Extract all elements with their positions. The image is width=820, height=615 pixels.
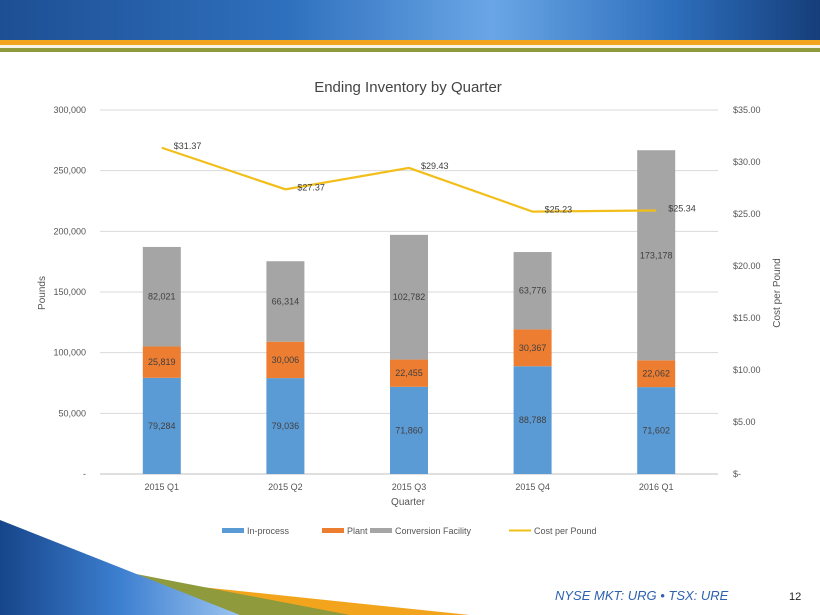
y-axis-ticks: - 50,000 100,000 150,000 200,000 250,000 300,0… [53,105,86,479]
bar-value-label: 63,776 [519,286,547,296]
cost-per-pound-line [161,146,657,213]
ticker-footer: NYSE MKT: URG • TSX: URE [555,588,729,603]
bar-value-label: 173,178 [640,250,673,260]
legend-label: Cost per Pound [534,526,597,536]
bar-value-label: 79,036 [272,421,300,431]
cost-line-series: $31.37 $27.37 $29.43 $25.23 $25.34 [161,141,696,215]
bar-value-label: 102,782 [393,292,426,302]
bar-value-label: 79,284 [148,421,176,431]
bar-segment [142,246,181,347]
bar-segment [390,386,428,474]
legend-label: In-process [247,526,290,536]
bar-value-label: 71,860 [395,425,423,435]
y-axis-label: Pounds [37,276,48,310]
x-tick-label: 2015 Q1 [145,482,180,492]
y2-tick-label: $20.00 [733,261,761,271]
y-tick-label: 150,000 [53,287,86,297]
x-tick-label: 2015 Q3 [392,482,427,492]
y-tick-label: 200,000 [53,226,86,236]
header-stripe-gold [0,40,820,45]
y-tick-label: 50,000 [58,408,86,418]
bar-segment [637,360,676,388]
y-tick-label: - [83,469,86,479]
x-axis-ticks: 2015 Q1 2015 Q2 2015 Q3 2015 Q4 2016 Q1 [145,482,674,492]
header-stripe-light [0,45,820,48]
legend-label: Plant [347,526,368,536]
bar-series [142,150,676,474]
bar-segment [390,234,428,360]
chart-legend: In-process Plant Conversion Facility Cost p… [222,526,597,536]
y2-axis-label: Cost per Pound [772,258,783,328]
x-axis-label: Quarter [391,497,426,508]
bar-segment [637,387,676,474]
y-tick-label: 100,000 [53,348,86,358]
bar-value-label: 66,314 [272,296,300,306]
bar-value-label: 25,819 [148,357,176,367]
line-value-label: $25.34 [668,203,696,213]
page-number: 12 [789,591,802,603]
bar-value-label: 22,062 [642,369,670,379]
bar-segment [513,366,552,474]
x-tick-label: 2016 Q1 [639,482,674,492]
bar-value-label: 30,006 [272,355,300,365]
bar-segment [637,150,676,361]
x-tick-label: 2015 Q4 [515,482,550,492]
y2-tick-label: $35.00 [733,105,761,115]
bar-segment [142,346,181,378]
x-tick-label: 2015 Q2 [268,482,303,492]
y2-tick-label: $10.00 [733,365,761,375]
y2-tick-label: $25.00 [733,209,761,219]
line-value-label: $29.43 [421,161,449,171]
y-tick-label: 300,000 [53,105,86,115]
y2-tick-label: $- [733,469,741,479]
y2-tick-label: $30.00 [733,157,761,167]
line-value-label: $31.37 [174,141,202,151]
bar-segment [266,261,305,342]
bar-segment [266,378,305,474]
y2-tick-label: $15.00 [733,313,761,323]
line-value-label: $25.23 [545,205,573,215]
bar-segment [266,341,305,379]
bar-segment [142,377,181,474]
footer-decoration [0,520,470,615]
legend-swatch [370,528,392,533]
bar-value-label: 82,021 [148,292,176,302]
bar-value-label: 71,602 [642,426,670,436]
header-stripe-olive [0,48,820,52]
bar-data-labels: 79,284 25,819 82,021 79,036 30,006 66,314 71,8… [148,250,672,435]
bar-segment [513,329,552,367]
header-banner [0,0,820,40]
bar-segment [390,359,428,387]
line-value-label: $27.37 [297,182,325,192]
bar-value-label: 88,788 [519,415,547,425]
y2-axis-ticks: $- $5.00 $10.00 $15.00 $20.00 $25.00 $30.00 $35… [733,105,761,479]
legend-swatch [222,528,244,533]
y-tick-label: 250,000 [53,166,86,176]
legend-swatch [322,528,344,533]
chart-title: Ending Inventory by Quarter [314,79,502,96]
y2-tick-label: $5.00 [733,417,756,427]
legend-label: Conversion Facility [395,526,472,536]
bar-value-label: 22,455 [395,368,423,378]
bar-segment [513,252,552,330]
bar-value-label: 30,367 [519,343,547,353]
